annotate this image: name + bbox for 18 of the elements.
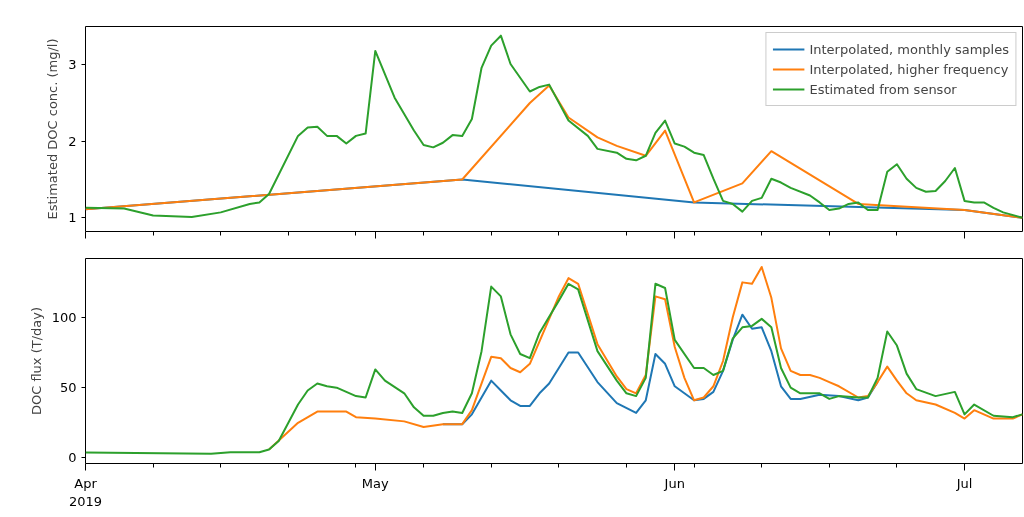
legend-label: Interpolated, monthly samples: [809, 41, 1009, 57]
line-series: [85, 84, 1023, 219]
y-tick-label: 1: [68, 210, 77, 226]
line-series: [85, 282, 1023, 455]
y-tick-label: 100: [51, 309, 77, 325]
x-tick-label: Jun: [663, 475, 685, 491]
x-tick-label: Jul: [955, 475, 973, 491]
y-tick-label: 0: [68, 450, 77, 466]
legend-label: Interpolated, higher frequency: [809, 61, 1009, 77]
legend-label: Estimated from sensor: [809, 81, 957, 97]
x-tick-label: Apr 2019: [68, 475, 103, 509]
x-tick-label: May: [361, 475, 390, 491]
y-tick-label: 50: [59, 380, 77, 396]
y-tick-label: 3: [68, 57, 77, 73]
y-axis-title: DOC flux (T/day): [28, 306, 44, 416]
y-axis-title: Estimated DOC conc. (mg/l): [45, 38, 61, 220]
line-series: [85, 34, 1023, 219]
y-tick-label: 2: [68, 133, 77, 149]
